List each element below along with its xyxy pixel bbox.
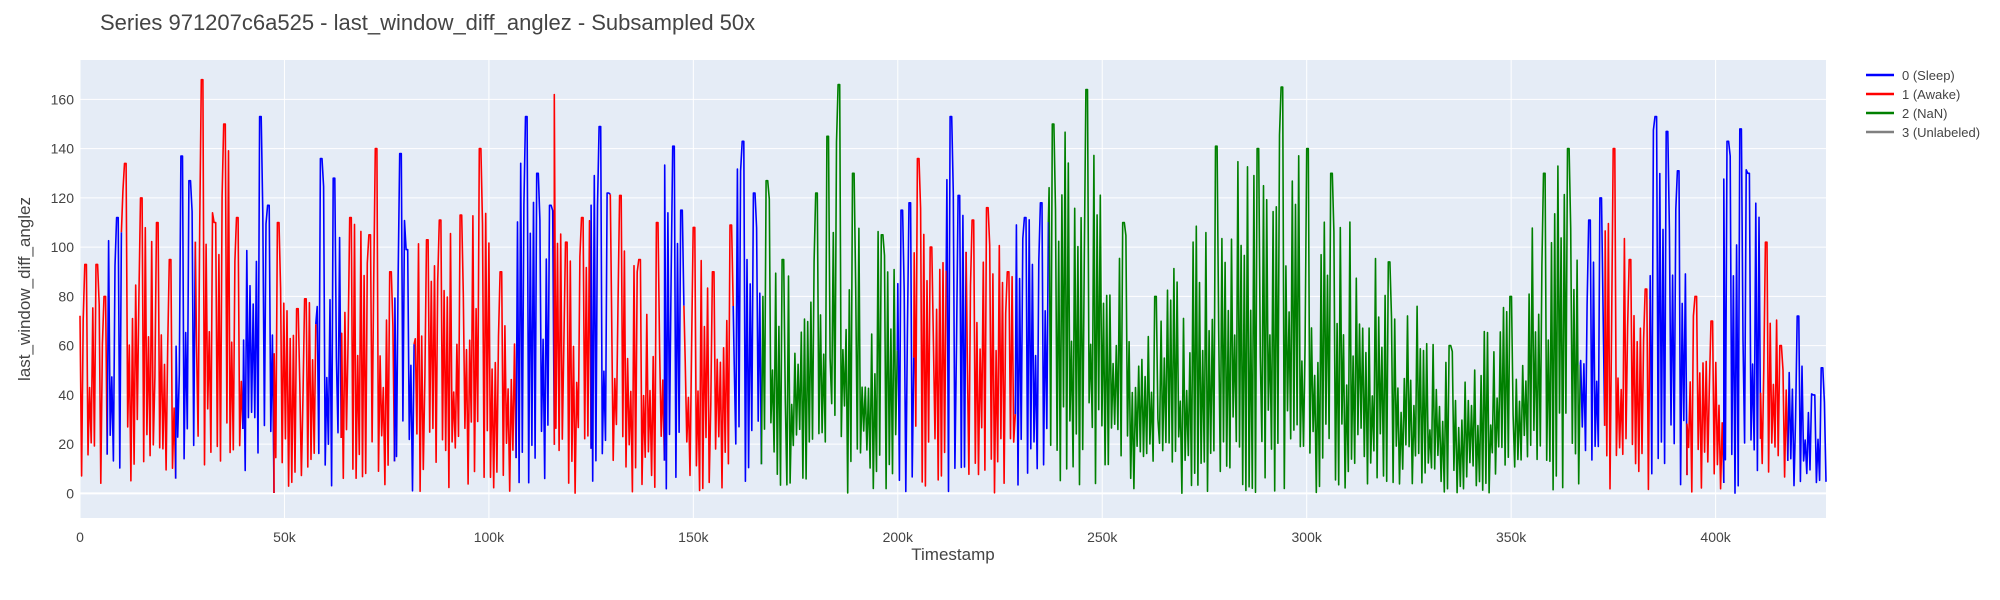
- y-tick-label: 80: [58, 288, 74, 304]
- series-segment-0-sleep: [945, 115, 967, 493]
- x-tick-labels: 0 50k 100k 150k 200k 250k 300k 350k 400k: [76, 529, 1732, 545]
- y-tick-label: 60: [58, 338, 74, 354]
- legend-label-unlabeled: 3 (Unlabeled): [1902, 125, 1980, 140]
- y-tick-label: 0: [66, 485, 74, 501]
- legend[interactable]: 0 (Sleep) 1 (Awake) 2 (NaN) 3 (Unlabeled…: [1866, 68, 1980, 140]
- series-segment-0-sleep: [515, 115, 556, 484]
- y-axis-title: last_window_diff_anglez: [15, 197, 34, 381]
- x-tick-label: 0: [76, 529, 84, 545]
- series-segment-0-sleep: [1579, 197, 1606, 461]
- legend-item-unlabeled[interactable]: 3 (Unlabeled): [1866, 125, 1980, 140]
- series-segment-0-sleep: [106, 216, 123, 469]
- x-tick-label: 350k: [1496, 529, 1527, 545]
- y-tick-label: 140: [51, 141, 75, 157]
- x-tick-label: 400k: [1700, 529, 1731, 545]
- series-segment-0-sleep: [663, 145, 685, 490]
- legend-label-sleep: 0 (Sleep): [1902, 68, 1955, 83]
- series-segment-1-awake: [1603, 147, 1651, 491]
- series-segment-0-sleep: [174, 155, 197, 479]
- y-tick-labels: 0 20 40 60 80 100 120 140 160: [51, 91, 75, 501]
- series-segment-0-sleep: [1649, 115, 1688, 486]
- chart-title: Series 971207c6a525 - last_window_diff_a…: [100, 10, 755, 35]
- legend-item-sleep[interactable]: 0 (Sleep): [1866, 68, 1955, 83]
- series-segment-1-awake: [120, 162, 177, 482]
- y-tick-label: 120: [51, 190, 75, 206]
- series-lines: [79, 78, 1827, 494]
- series-segment-2-nan: [1047, 86, 1582, 494]
- series-segment-1-awake: [413, 147, 517, 493]
- x-tick-label: 100k: [474, 529, 505, 545]
- series-segment-0-sleep: [393, 152, 415, 492]
- series-segment-1-awake: [913, 157, 947, 487]
- series-segment-0-sleep: [315, 157, 342, 487]
- x-tick-label: 200k: [883, 529, 914, 545]
- legend-item-nan[interactable]: 2 (NaN): [1866, 106, 1948, 121]
- x-tick-label: 300k: [1292, 529, 1323, 545]
- y-tick-label: 160: [51, 91, 75, 107]
- legend-item-awake[interactable]: 1 (Awake): [1866, 87, 1960, 102]
- x-tick-label: 150k: [678, 529, 709, 545]
- series-segment-1-awake: [683, 224, 734, 492]
- x-tick-label: 250k: [1087, 529, 1118, 545]
- series-segment-1-awake: [1686, 295, 1725, 493]
- x-axis-title: Timestamp: [911, 545, 994, 564]
- series-segment-0-sleep: [242, 115, 275, 494]
- series-segment-1-awake: [194, 78, 244, 466]
- y-tick-label: 20: [58, 436, 74, 452]
- series-segment-1-awake: [340, 147, 396, 486]
- series-segment-1-awake: [79, 263, 108, 484]
- series-segment-0-sleep: [896, 202, 915, 493]
- series-segment-1-awake: [1759, 241, 1789, 478]
- legend-label-awake: 1 (Awake): [1902, 87, 1960, 102]
- series-segment-1-awake: [553, 93, 592, 494]
- legend-label-nan: 2 (NaN): [1902, 106, 1948, 121]
- series-segment-1-awake: [609, 194, 666, 493]
- series-segment-0-sleep: [1787, 315, 1827, 487]
- series-segment-0-sleep: [590, 125, 611, 482]
- series-segment-0-sleep: [1723, 128, 1762, 494]
- y-tick-label: 40: [58, 387, 74, 403]
- series-segment-0-sleep: [732, 140, 763, 482]
- series-segment-2-nan: [760, 83, 899, 494]
- series-segment-0-sleep: [1014, 202, 1050, 486]
- y-tick-label: 100: [51, 239, 75, 255]
- series-segment-1-awake: [273, 221, 317, 494]
- x-tick-label: 50k: [273, 529, 297, 545]
- series-segment-1-awake: [965, 206, 1017, 494]
